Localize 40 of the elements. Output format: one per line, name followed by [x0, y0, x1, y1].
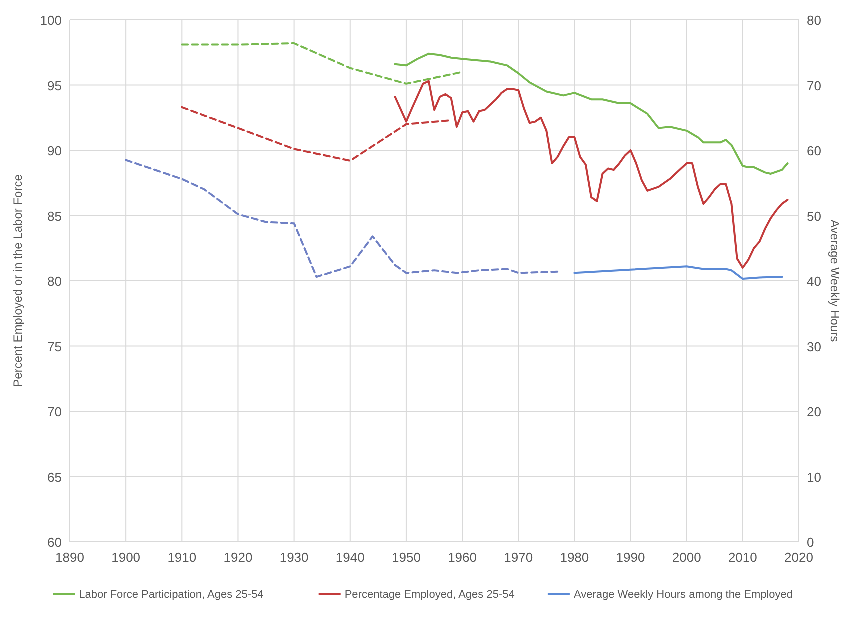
- x-tick-label: 1900: [112, 550, 141, 565]
- x-tick-label: 1990: [616, 550, 646, 565]
- y2-tick-label: 20: [807, 404, 822, 420]
- y2-tick-label: 70: [807, 78, 822, 94]
- x-tick-label: 1940: [336, 550, 365, 565]
- y-tick-label: 70: [48, 404, 62, 420]
- y-axis-title: Percent Employed or in the Labor Force: [11, 174, 25, 388]
- y-tick-label: 80: [48, 274, 62, 289]
- x-tick-label: 2020: [784, 550, 814, 565]
- y2-tick-label: 0: [807, 535, 814, 550]
- y2-tick-label: 80: [807, 13, 822, 28]
- y-tick-label: 65: [48, 470, 62, 485]
- line-series: [125, 159, 559, 278]
- x-tick-label: 1950: [392, 550, 421, 565]
- y2-tick-label: 40: [807, 274, 822, 289]
- y-tick-label: 100: [40, 13, 62, 28]
- y2-axis-title: Average Weekly Hours: [828, 220, 842, 342]
- legend-label: Labor Force Participation, Ages 25-54: [79, 589, 264, 601]
- x-tick-label: 1910: [168, 550, 197, 565]
- y2-tick-label: 50: [807, 208, 822, 224]
- x-tick-label: 1980: [560, 550, 590, 565]
- y-tick-label: 85: [48, 208, 62, 224]
- y-tick-label: 95: [48, 78, 62, 94]
- y-tick-label: 90: [48, 144, 62, 158]
- y2-tick-label: 10: [807, 470, 822, 485]
- line-series: [394, 52, 789, 175]
- y-tick-label: 75: [48, 339, 62, 354]
- x-tick-label: 1920: [224, 550, 253, 565]
- x-tick-label: 1930: [280, 550, 309, 565]
- x-tick-label: 1890: [56, 550, 84, 565]
- x-tick-label: 2000: [672, 550, 702, 565]
- y-tick-label: 60: [48, 535, 62, 550]
- legend-label: Average Weekly Hours among the Employed: [574, 589, 794, 601]
- legend-label: Percentage Employed, Ages 25-54: [344, 589, 515, 601]
- y2-tick-label: 30: [807, 339, 822, 354]
- x-tick-label: 2010: [728, 550, 758, 565]
- y2-tick-label: 60: [807, 144, 822, 158]
- x-tick-label: 1970: [504, 550, 534, 565]
- line-series: [574, 266, 784, 280]
- x-tick-label: 1960: [448, 550, 477, 565]
